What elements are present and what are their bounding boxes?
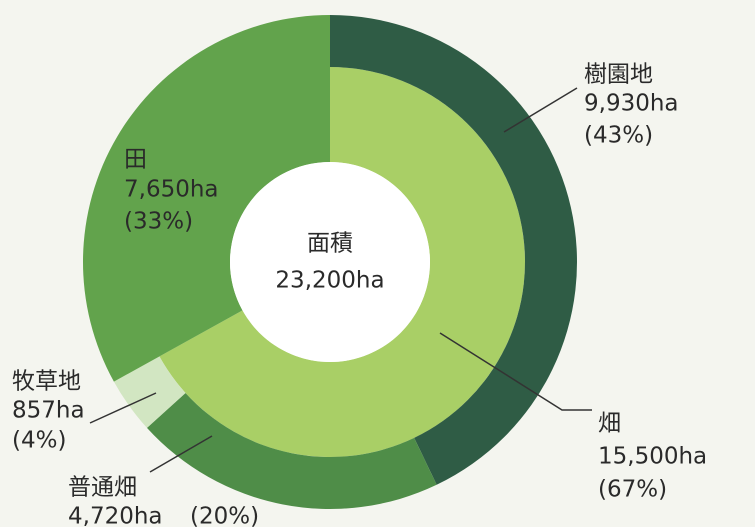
percent-label: (67%) [598, 477, 667, 503]
segment [82, 15, 330, 382]
value-label: 15,500ha [598, 444, 707, 470]
value-label: 857ha [12, 398, 85, 424]
leader-line [149, 435, 213, 473]
leader-line [439, 332, 592, 411]
percent-label: (20%) [190, 504, 259, 527]
value-label: 7,650ha [124, 177, 219, 203]
segment [159, 67, 526, 457]
category-label: 田 [124, 147, 147, 173]
segment [330, 15, 577, 485]
percent-label: (33%) [124, 209, 193, 235]
leader-line [89, 392, 157, 424]
segment [146, 392, 437, 509]
category-label: 普通畑 [68, 475, 137, 501]
category-label: 牧草地 [12, 369, 81, 395]
value-label: 4,720ha [68, 504, 163, 527]
total-label: 23,200ha [275, 268, 384, 294]
percent-label: (43%) [584, 123, 653, 149]
category-label: 畑 [598, 411, 621, 437]
center-hole [230, 162, 430, 362]
category-label: 樹園地 [584, 62, 653, 88]
center-label: 面積 [307, 231, 353, 257]
percent-label: (4%) [12, 428, 66, 454]
leader-line [503, 87, 578, 133]
segment [113, 356, 186, 428]
value-label: 9,930ha [584, 91, 679, 117]
